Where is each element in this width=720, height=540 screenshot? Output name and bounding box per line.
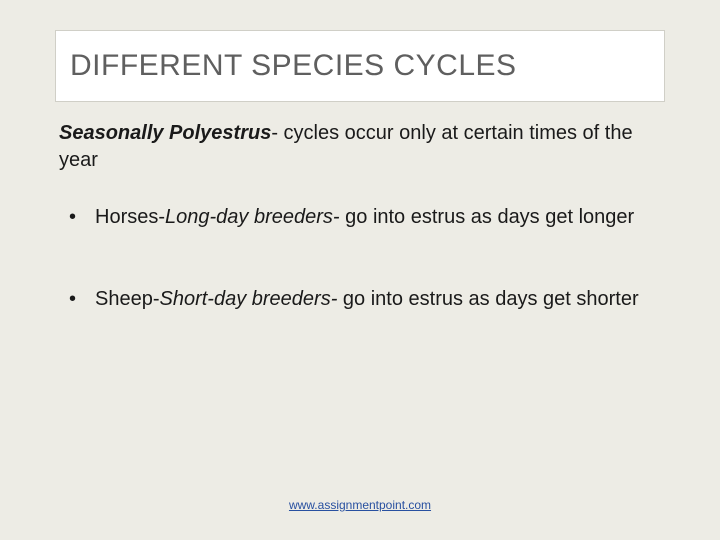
bullet-list: Horses-Long-day breeders- go into estrus… bbox=[59, 204, 665, 313]
subtitle-term: Seasonally Polyestrus bbox=[59, 122, 271, 144]
bullet-rest: go into estrus as days get longer bbox=[340, 206, 635, 228]
bullet-lead-plain: Horses- bbox=[95, 206, 165, 228]
subtitle: Seasonally Polyestrus- cycles occur only… bbox=[59, 120, 665, 174]
slide-title: DIFFERENT SPECIES CYCLES bbox=[70, 49, 650, 83]
footer-link[interactable]: www.assignmentpoint.com bbox=[0, 498, 720, 512]
bullet-lead-plain: Sheep- bbox=[95, 288, 160, 310]
bullet-lead-italic: Short-day breeders- bbox=[160, 288, 338, 310]
list-item: Sheep-Short-day breeders- go into estrus… bbox=[59, 286, 665, 313]
slide: DIFFERENT SPECIES CYCLES Seasonally Poly… bbox=[0, 0, 720, 540]
title-container: DIFFERENT SPECIES CYCLES bbox=[55, 30, 665, 102]
bullet-rest: go into estrus as days get shorter bbox=[337, 288, 638, 310]
list-item: Horses-Long-day breeders- go into estrus… bbox=[59, 204, 665, 231]
bullet-lead-italic: Long-day breeders- bbox=[165, 206, 340, 228]
